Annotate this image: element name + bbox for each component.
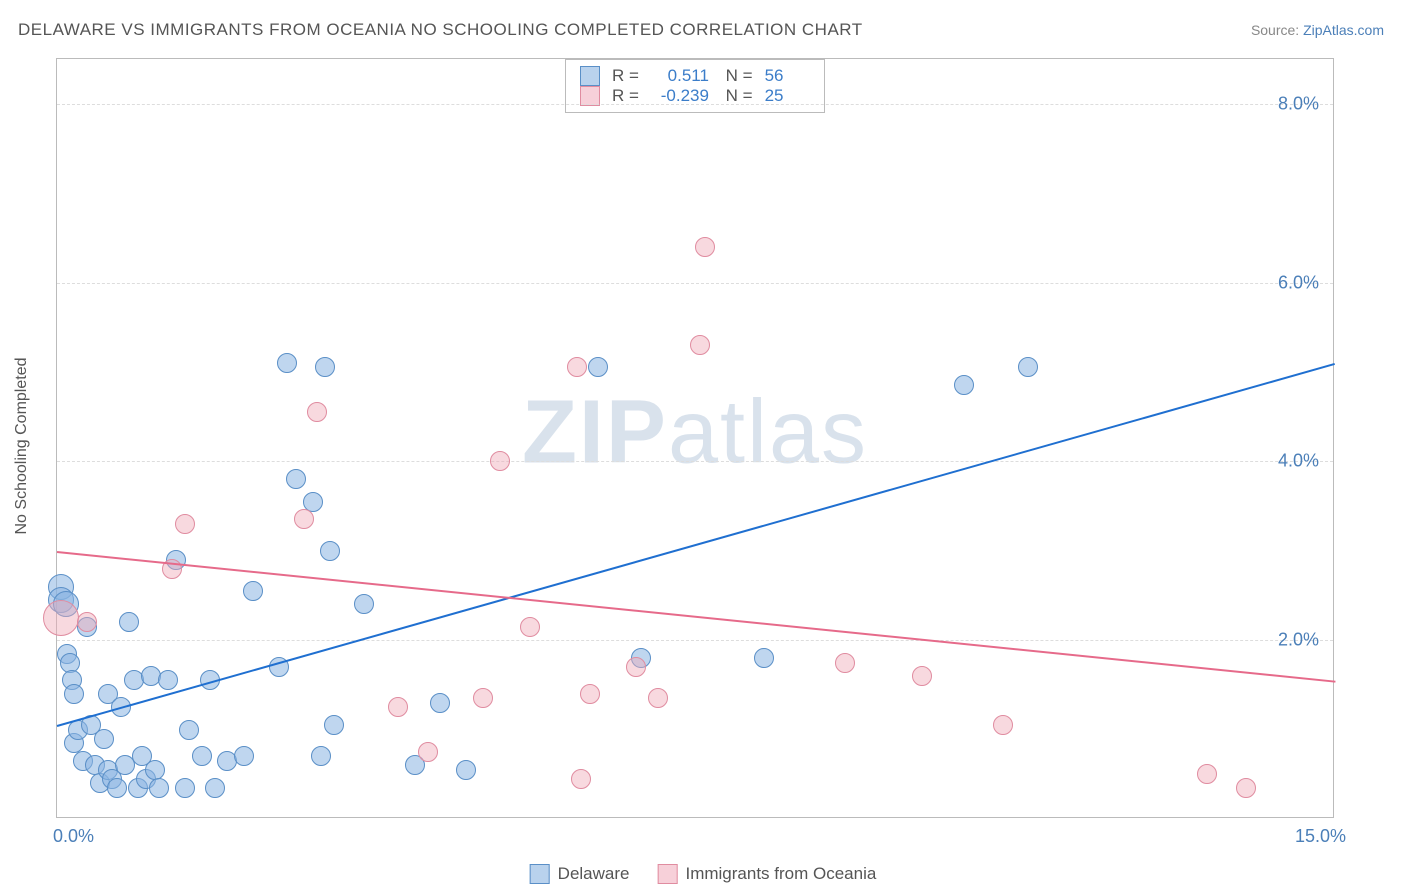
scatter-point-delaware xyxy=(754,648,774,668)
scatter-point-delaware xyxy=(179,720,199,740)
gridline xyxy=(57,283,1333,284)
x-tick-label: 0.0% xyxy=(53,826,94,847)
watermark: ZIPatlas xyxy=(522,381,868,484)
scatter-point-delaware xyxy=(107,778,127,798)
scatter-point-delaware xyxy=(456,760,476,780)
scatter-point-delaware xyxy=(954,375,974,395)
delaware-n-value: 56 xyxy=(765,66,793,86)
watermark-zip: ZIP xyxy=(522,382,668,482)
stats-row-delaware: R = 0.511 N = 56 xyxy=(580,66,810,86)
oceania-swatch-icon xyxy=(657,864,677,884)
scatter-point-delaware xyxy=(145,760,165,780)
trend-line-oceania xyxy=(57,551,1335,683)
scatter-point-delaware xyxy=(324,715,344,735)
source-attribution: Source: ZipAtlas.com xyxy=(1251,22,1384,38)
gridline xyxy=(57,461,1333,462)
scatter-point-oceania xyxy=(175,514,195,534)
legend-item-delaware: Delaware xyxy=(530,864,630,884)
scatter-point-oceania xyxy=(695,237,715,257)
chart-plot-area: ZIPatlas R = 0.511 N = 56 R = -0.239 N =… xyxy=(56,58,1334,818)
scatter-point-oceania xyxy=(490,451,510,471)
delaware-swatch-icon xyxy=(580,66,600,86)
y-tick-label: 6.0% xyxy=(1278,272,1319,293)
correlation-stats-box: R = 0.511 N = 56 R = -0.239 N = 25 xyxy=(565,59,825,113)
scatter-point-delaware xyxy=(315,357,335,377)
legend-item-oceania: Immigrants from Oceania xyxy=(657,864,876,884)
scatter-point-oceania xyxy=(1236,778,1256,798)
series-legend: Delaware Immigrants from Oceania xyxy=(530,864,877,884)
scatter-point-oceania xyxy=(294,509,314,529)
scatter-point-delaware xyxy=(205,778,225,798)
chart-title: DELAWARE VS IMMIGRANTS FROM OCEANIA NO S… xyxy=(18,20,863,40)
scatter-point-oceania xyxy=(1197,764,1217,784)
scatter-point-delaware xyxy=(354,594,374,614)
y-axis-label: No Schooling Completed xyxy=(13,358,31,535)
watermark-atlas: atlas xyxy=(668,382,868,482)
scatter-point-delaware xyxy=(430,693,450,713)
scatter-point-delaware xyxy=(64,684,84,704)
scatter-point-delaware xyxy=(277,353,297,373)
scatter-point-oceania xyxy=(626,657,646,677)
y-tick-label: 8.0% xyxy=(1278,93,1319,114)
scatter-point-oceania xyxy=(993,715,1013,735)
scatter-point-oceania xyxy=(690,335,710,355)
source-label: Source: xyxy=(1251,22,1299,38)
scatter-point-delaware xyxy=(94,729,114,749)
gridline xyxy=(57,104,1333,105)
scatter-point-oceania xyxy=(77,612,97,632)
trend-line-delaware xyxy=(57,363,1336,727)
scatter-point-oceania xyxy=(571,769,591,789)
scatter-point-delaware xyxy=(1018,357,1038,377)
scatter-point-delaware xyxy=(303,492,323,512)
scatter-point-delaware xyxy=(588,357,608,377)
scatter-point-delaware xyxy=(234,746,254,766)
scatter-point-oceania xyxy=(43,600,79,636)
scatter-point-oceania xyxy=(648,688,668,708)
scatter-point-delaware xyxy=(119,612,139,632)
legend-label-delaware: Delaware xyxy=(558,864,630,884)
scatter-point-oceania xyxy=(580,684,600,704)
gridline xyxy=(57,640,1333,641)
scatter-point-oceania xyxy=(307,402,327,422)
scatter-point-delaware xyxy=(192,746,212,766)
y-tick-label: 2.0% xyxy=(1278,630,1319,651)
scatter-point-oceania xyxy=(912,666,932,686)
y-tick-label: 4.0% xyxy=(1278,451,1319,472)
scatter-point-delaware xyxy=(158,670,178,690)
scatter-point-delaware xyxy=(149,778,169,798)
scatter-point-delaware xyxy=(320,541,340,561)
source-link[interactable]: ZipAtlas.com xyxy=(1303,22,1384,38)
r-label: R = xyxy=(610,66,641,86)
scatter-point-oceania xyxy=(520,617,540,637)
delaware-r-value: 0.511 xyxy=(651,66,709,86)
scatter-point-delaware xyxy=(243,581,263,601)
scatter-point-oceania xyxy=(418,742,438,762)
scatter-point-oceania xyxy=(473,688,493,708)
scatter-point-delaware xyxy=(175,778,195,798)
scatter-point-oceania xyxy=(388,697,408,717)
scatter-point-delaware xyxy=(286,469,306,489)
delaware-swatch-icon xyxy=(530,864,550,884)
scatter-point-oceania xyxy=(567,357,587,377)
n-label: N = xyxy=(719,66,755,86)
x-tick-label: 15.0% xyxy=(1295,826,1346,847)
scatter-point-delaware xyxy=(60,653,80,673)
scatter-point-delaware xyxy=(311,746,331,766)
legend-label-oceania: Immigrants from Oceania xyxy=(685,864,876,884)
scatter-point-oceania xyxy=(835,653,855,673)
